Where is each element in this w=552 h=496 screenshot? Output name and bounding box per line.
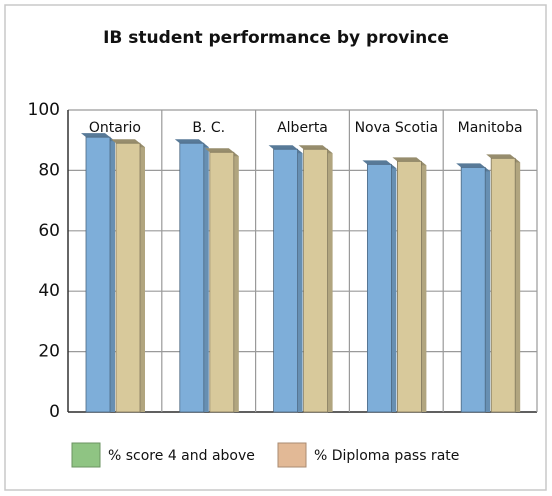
bar-side: [203, 143, 209, 412]
category-label: Nova Scotia: [355, 120, 438, 136]
bar-side: [391, 164, 397, 412]
bar: [115, 142, 141, 413]
category-label: B. C.: [192, 120, 225, 136]
legend-swatch: [71, 442, 101, 468]
category-label: Manitoba: [458, 120, 523, 136]
category-label: Alberta: [277, 120, 328, 136]
bar: [460, 166, 486, 413]
legend-label: % score 4 and above: [108, 448, 255, 464]
y-tick-label: 0: [49, 402, 60, 422]
bar: [179, 142, 205, 413]
bar-side: [140, 143, 145, 412]
bar-side: [485, 167, 491, 412]
bar: [396, 160, 422, 413]
bar-side: [421, 161, 427, 412]
bar: [85, 136, 111, 413]
y-tick-label: 20: [38, 342, 60, 362]
bar: [273, 148, 299, 413]
bar: [209, 151, 235, 413]
bar: [490, 157, 516, 413]
bar-side: [233, 152, 239, 412]
chart-title: IB student performance by province: [103, 28, 449, 48]
y-tick-label: 80: [38, 160, 60, 180]
bar-side: [515, 158, 521, 412]
category-label: Ontario: [89, 120, 141, 136]
y-tick-label: 60: [38, 221, 60, 241]
y-tick-label: 40: [38, 281, 60, 301]
bar: [366, 163, 392, 413]
bar-side: [297, 149, 303, 412]
legend-label: % Diploma pass rate: [314, 448, 459, 464]
bar-side: [110, 137, 115, 412]
legend-swatch: [277, 442, 307, 468]
y-tick-label: 100: [28, 100, 60, 120]
bar: [303, 148, 329, 413]
bar-side: [327, 149, 333, 412]
